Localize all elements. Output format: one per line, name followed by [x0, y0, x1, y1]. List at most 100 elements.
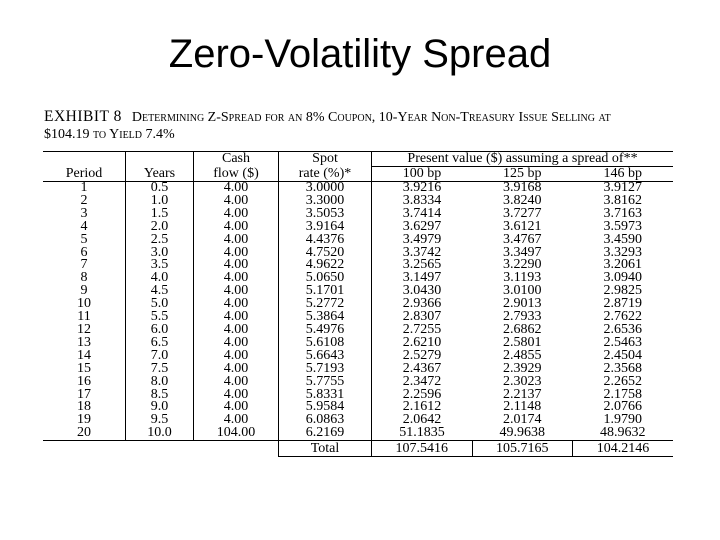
spot-rate-cell: 3.5053 — [278, 206, 372, 221]
pv-100bp-cell: 2.6210 — [371, 335, 472, 350]
total-pv-125bp: 105.7165 — [471, 440, 573, 458]
period-cell: 14 — [77, 347, 91, 363]
cash-flow-header-top: Cash — [193, 151, 279, 167]
table-row: 15 7.5 4.00 5.7193 2.4367 2.3929 2.3568 — [43, 360, 673, 376]
pv-146bp-cell: 3.3293 — [603, 244, 643, 260]
cash-flow-cell: 4.00 — [193, 310, 279, 324]
pv-125bp-cell: 2.6862 — [503, 321, 542, 337]
exhibit-caption: EXHIBIT 8 Determining Z-Spread for an 8% … — [44, 108, 679, 143]
spot-rate-header-top: Spot — [278, 151, 372, 167]
spread-100-header: 100 bp — [371, 166, 472, 182]
table-body: 1 0.5 4.00 3.0000 3.9216 3.9168 3.9127 2 1.0 4.00… — [43, 180, 673, 458]
spot-rate-cell: 5.9584 — [278, 400, 372, 415]
period-cell: 12 — [77, 321, 91, 337]
pv-100bp-cell: 2.9366 — [371, 297, 472, 312]
header-row-top: Cash Spot Present value ($) assuming a s… — [43, 151, 673, 167]
total-pv-146bp: 104.2146 — [572, 440, 673, 458]
spot-rate-cell: 4.9622 — [278, 258, 372, 273]
spot-rate-cell: 5.6643 — [278, 348, 372, 363]
table-row: 1 0.5 4.00 3.0000 3.9216 3.9168 3.9127 — [43, 180, 673, 195]
pv-146bp-cell: 2.1758 — [603, 386, 643, 402]
pv-100bp-cell: 2.2596 — [371, 387, 472, 402]
cash-flow-cell: 4.00 — [193, 335, 279, 350]
years-cell: 5.5 — [125, 310, 194, 324]
pv-125bp-cell: 3.7277 — [503, 205, 542, 221]
present-value-group-header: Present value ($) assuming a spread of** — [371, 151, 673, 167]
pv-100bp-cell: 3.0430 — [371, 284, 472, 299]
pv-125bp-cell: 3.1193 — [503, 270, 542, 286]
pv-125bp-cell: 2.9013 — [503, 296, 542, 312]
spot-rate-cell: 5.0650 — [278, 271, 372, 286]
pv-146bp-cell: 2.6536 — [603, 321, 643, 337]
pv-100bp-cell: 3.9216 — [371, 180, 472, 195]
pv-125bp-cell: 3.9168 — [503, 180, 542, 195]
header-row-bottom: Period Years flow ($) rate (%)* 100 bp 1… — [43, 166, 673, 182]
pv-146bp-cell: 3.5973 — [603, 218, 643, 234]
pv-125bp-cell: 3.6121 — [503, 218, 542, 234]
pv-146bp-cell: 3.2061 — [603, 257, 643, 273]
table-row: 19 9.5 4.00 6.0863 2.0642 2.0174 1.9790 — [43, 412, 673, 428]
years-cell: 9.0 — [125, 400, 194, 415]
pv-125bp-cell: 3.3497 — [503, 244, 542, 260]
pv-100bp-cell: 2.5279 — [371, 348, 472, 363]
pv-146bp-cell: 3.4590 — [603, 231, 643, 247]
period-cell: 20 — [43, 426, 126, 442]
spot-rate-cell: 5.3864 — [278, 310, 372, 324]
spot-rate-cell: 3.9164 — [278, 219, 372, 234]
pv-100bp-cell: 3.8334 — [371, 193, 472, 208]
cash-flow-cell: 4.00 — [193, 374, 279, 389]
empty-cell — [126, 441, 194, 457]
total-pv-100bp: 107.5416 — [371, 440, 472, 458]
spot-rate-cell: 4.4376 — [278, 232, 372, 247]
period-cell: 16 — [77, 373, 91, 389]
cash-flow-cell: 4.00 — [193, 387, 279, 402]
cash-flow-cell: 4.00 — [193, 271, 279, 286]
period-cell: 19 — [77, 412, 91, 428]
period-cell: 10 — [77, 296, 91, 312]
table-row: 2 1.0 4.00 3.3000 3.8334 3.8240 3.8162 — [43, 192, 673, 208]
pv-146bp-cell: 3.7163 — [603, 205, 643, 221]
period-cell: 5 — [80, 231, 88, 247]
pv-125bp-cell: 2.2137 — [503, 386, 542, 402]
spot-rate-cell: 5.6108 — [278, 335, 372, 350]
cash-flow-cell: 4.00 — [193, 413, 279, 428]
spot-rate-cell: 6.0863 — [278, 413, 372, 428]
years-cell: 1.5 — [125, 206, 194, 221]
cash-flow-cell: 4.00 — [193, 284, 279, 299]
total-label: Total — [278, 440, 372, 458]
pv-146bp-cell: 3.9127 — [603, 180, 643, 195]
table-row: 11 5.5 4.00 5.3864 2.8307 2.7933 2.7622 — [43, 309, 673, 325]
empty-cell — [194, 441, 279, 457]
pv-125bp-cell: 2.3929 — [503, 360, 542, 376]
period-cell: 8 — [80, 270, 88, 286]
pv-146bp-cell: 2.9825 — [603, 283, 643, 299]
exhibit-description-line2: $104.19 to Yield 7.4% — [44, 127, 175, 142]
pv-125bp-cell: 2.4855 — [503, 347, 542, 363]
pv-146bp-cell: 2.8719 — [603, 296, 643, 312]
period-cell: 3 — [80, 205, 88, 221]
pv-125bp-cell: 3.8240 — [503, 192, 542, 208]
pv-146bp-cell: 2.7622 — [603, 309, 643, 325]
pv-146bp-cell: 3.8162 — [603, 192, 643, 208]
years-cell: 0.5 — [125, 180, 194, 195]
pv-100bp-cell: 2.1612 — [371, 400, 472, 415]
table-row: 4 2.0 4.00 3.9164 3.6297 3.6121 3.5973 — [43, 218, 673, 234]
table-row: 18 9.0 4.00 5.9584 2.1612 2.1148 2.0766 — [43, 400, 673, 415]
years-header: Years — [125, 166, 194, 182]
pv-146bp-cell: 2.2652 — [603, 373, 643, 389]
cash-flow-cell: 4.00 — [193, 297, 279, 312]
pv-146bp-cell: 2.3568 — [603, 360, 643, 376]
period-cell: 2 — [80, 192, 88, 208]
pv-100bp-cell: 2.8307 — [371, 310, 472, 324]
years-cell: 3.0 — [125, 245, 194, 260]
years-cell: 4.0 — [125, 271, 194, 286]
cash-flow-cell: 4.00 — [193, 180, 279, 195]
pv-100bp-cell: 51.1835 — [371, 426, 472, 442]
pv-125bp-cell: 2.7933 — [503, 309, 542, 325]
cash-flow-cell: 4.00 — [193, 400, 279, 415]
table-row: 8 4.0 4.00 5.0650 3.1497 3.1193 3.0940 — [43, 270, 673, 286]
table-row: 9 4.5 4.00 5.1701 3.0430 3.0100 2.9825 — [43, 283, 673, 299]
years-cell: 2.5 — [125, 232, 194, 247]
pv-100bp-cell: 3.2565 — [371, 258, 472, 273]
years-cell: 7.0 — [125, 348, 194, 363]
